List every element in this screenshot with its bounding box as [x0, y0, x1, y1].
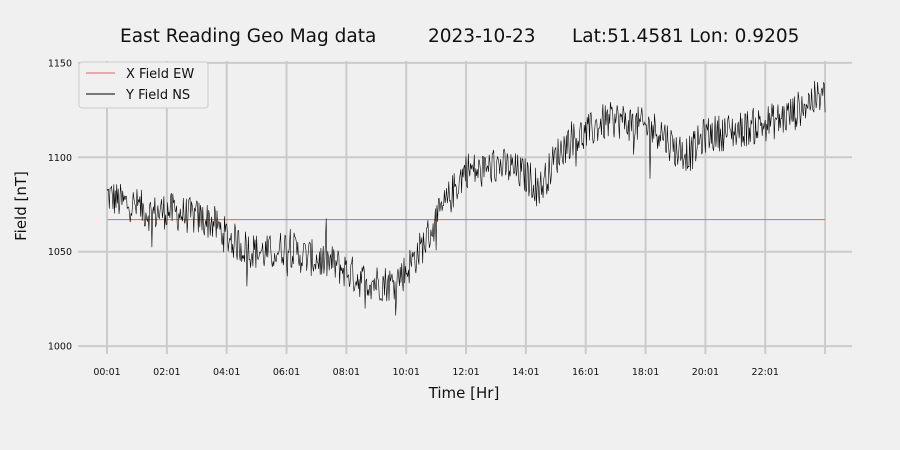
y-tick-labels: 1000 1050 1100 1150: [48, 58, 72, 352]
legend-label-y-field: Y Field NS: [125, 88, 190, 103]
x-tick-label: 18:01: [632, 367, 659, 378]
x-axis-label: Time [Hr]: [428, 384, 500, 402]
chart-title-location: Lat:51.4581 Lon: 0.9205: [572, 26, 799, 47]
x-tick-label: 02:01: [153, 367, 180, 378]
x-tick-label: 08:01: [333, 367, 360, 378]
x-tick-label: 20:01: [692, 367, 719, 378]
plot-area: [78, 61, 852, 348]
series-layer: [106, 80, 826, 316]
y-tick-label: 1050: [48, 247, 72, 258]
x-tick-label: 16:01: [572, 367, 599, 378]
chart-title-station: East Reading Geo Mag data: [120, 26, 376, 47]
legend: X Field EW Y Field NS: [78, 61, 209, 109]
grid: [78, 61, 852, 354]
x-tick-label: 22:01: [752, 367, 779, 378]
chart-title-date: 2023-10-23: [428, 26, 536, 47]
x-tick-label: 10:01: [393, 367, 420, 378]
y-tick-label: 1000: [48, 342, 72, 353]
legend-label-x-field: X Field EW: [126, 67, 194, 82]
series-line-y-field: [106, 80, 826, 316]
x-tick-label: 00:01: [93, 367, 120, 378]
x-tick-label: 06:01: [273, 367, 300, 378]
x-tick-labels: 00:01 02:01 04:01 06:01 08:01 10:01 12:01 14:01…: [93, 367, 779, 378]
y-axis-label: Field [nT]: [12, 171, 30, 241]
y-tick-label: 1150: [48, 58, 72, 69]
x-tick-label: 04:01: [213, 367, 240, 378]
x-tick-label: 12:01: [452, 367, 479, 378]
x-tick-label: 14:01: [512, 367, 539, 378]
y-tick-label: 1100: [48, 153, 72, 164]
